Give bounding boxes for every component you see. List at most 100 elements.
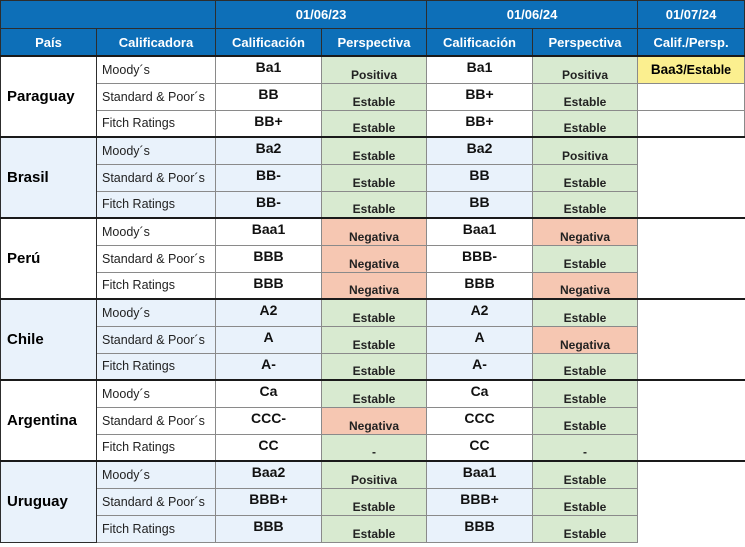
column-header-rating-2023: Calificación <box>215 28 322 57</box>
rating-2024: BB <box>426 163 534 192</box>
table-row: Fitch Ratings BB- Estable BB Estable <box>1 190 745 219</box>
rating-2023: BBB+ <box>215 487 322 516</box>
ratings-body: Paraguay Moody´s Ba1 Positiva Ba1 Positiva Baa… <box>0 55 745 543</box>
column-header-current: Calif./Persp. <box>637 28 745 57</box>
column-header-rating-2024: Calificación <box>426 28 534 57</box>
header-blank <box>0 0 216 29</box>
outlook-2023: Negativa <box>320 217 428 246</box>
table-row: Argentina Moody´s Ca Estable Ca Estable <box>0 379 745 462</box>
rating-2024: Ba2 <box>426 136 534 165</box>
outlook-2023: Estable <box>320 514 428 543</box>
blank-cell <box>637 434 745 461</box>
outlook-2023: Negativa <box>320 406 428 435</box>
agency-name: Standard & Poor´s <box>96 82 216 111</box>
date-header-3: 01/07/24 <box>637 0 745 29</box>
outlook-2024: Estable <box>532 244 639 273</box>
table-row: Chile Moody´s A2 Estable A2 Estable <box>0 298 745 381</box>
outlook-2023: Negativa <box>320 271 428 300</box>
rating-2023: CC <box>215 433 322 462</box>
outlook-2024: Estable <box>532 514 639 543</box>
outlook-2024: Negativa <box>532 325 639 354</box>
rating-2024: BB <box>426 190 534 219</box>
agency-name: Fitch Ratings <box>96 352 216 381</box>
outlook-2023: Estable <box>320 163 428 192</box>
table-row: Standard & Poor´s BBB Negativa BBB- Estable <box>1 244 745 273</box>
outlook-2024: Negativa <box>532 271 639 300</box>
outlook-2023: Negativa <box>320 244 428 273</box>
country-name: Brasil <box>0 136 97 219</box>
rating-2024: BB+ <box>426 109 534 138</box>
agency-name: Standard & Poor´s <box>96 325 216 354</box>
outlook-2023: Estable <box>320 298 428 327</box>
outlook-2024: Estable <box>532 163 639 192</box>
rating-2023: Ca <box>215 379 322 408</box>
rating-2023: Ba1 <box>215 55 322 84</box>
outlook-2023: Estable <box>320 379 428 408</box>
outlook-2023: - <box>320 433 428 462</box>
table-row: Standard & Poor´s A Estable A Negativa <box>1 325 745 354</box>
agency-name: Fitch Ratings <box>96 190 216 219</box>
rating-2024: CCC <box>426 406 534 435</box>
rating-2024: Baa1 <box>426 217 534 246</box>
rating-2024: BB+ <box>426 82 534 111</box>
outlook-2024: Positiva <box>532 55 639 84</box>
agency-name: Moody´s <box>96 217 216 246</box>
agency-name: Standard & Poor´s <box>96 406 216 435</box>
blank-cell <box>637 272 745 299</box>
column-header-agency: Calificadora <box>96 28 216 57</box>
rating-2024: BBB <box>426 514 534 543</box>
blank-cell <box>637 191 745 218</box>
blank-cell <box>637 326 745 353</box>
rating-2024: BBB+ <box>426 487 534 516</box>
rating-2023: BB- <box>215 190 322 219</box>
outlook-2024: Negativa <box>532 217 639 246</box>
outlook-2024: Estable <box>532 109 639 138</box>
outlook-2023: Estable <box>320 109 428 138</box>
country-name: Perú <box>0 217 97 300</box>
table-row: Standard & Poor´s BB Estable BB+ Estable <box>1 82 745 111</box>
outlook-2023: Positiva <box>320 55 428 84</box>
rating-2023: BBB <box>215 271 322 300</box>
outlook-2023: Estable <box>320 190 428 219</box>
date-header-1: 01/06/23 <box>214 0 428 29</box>
outlook-2024: - <box>532 433 639 462</box>
blank-cell <box>637 217 745 245</box>
agency-name: Fitch Ratings <box>96 433 216 462</box>
column-header-country: País <box>0 28 97 57</box>
outlook-2023: Estable <box>320 487 428 516</box>
rating-2023: BBB <box>215 244 322 273</box>
current-rating: Baa3 <box>650 62 684 78</box>
outlook-2023: Estable <box>320 325 428 354</box>
rating-2023: Baa1 <box>215 217 322 246</box>
outlook-2024: Estable <box>532 82 639 111</box>
table-row: Fitch Ratings BB+ Estable BB+ Estable <box>1 109 745 138</box>
agency-name: Moody´s <box>96 379 216 408</box>
rating-2023: BB <box>215 82 322 111</box>
agency-name: Fitch Ratings <box>96 109 216 138</box>
date-header-2: 01/06/24 <box>426 0 639 29</box>
outlook-2024: Estable <box>532 406 639 435</box>
agency-name: Moody´s <box>96 136 216 165</box>
table-row: Perú Moody´s Baa1 Negativa Baa1 Negativa <box>0 217 745 300</box>
blank-cell <box>637 136 745 164</box>
country-name: Uruguay <box>0 460 97 543</box>
rating-2024: CC <box>426 433 534 462</box>
table-row: Fitch Ratings BBB Estable BBB Estable <box>1 514 745 543</box>
outlook-2024: Estable <box>532 298 639 327</box>
table-row: Standard & Poor´s CCC- Negativa CCC Estable <box>1 406 745 435</box>
country-name: Chile <box>0 298 97 381</box>
rating-2024: Ba1 <box>426 55 534 84</box>
table-row: Standard & Poor´s BBB+ Estable BBB+ Estable <box>1 487 745 516</box>
rating-2024: A <box>426 325 534 354</box>
outlook-2024: Estable <box>532 379 639 408</box>
outlook-2024: Positiva <box>532 136 639 165</box>
blank-cell <box>637 164 745 191</box>
outlook-2024: Estable <box>532 352 639 381</box>
rating-2023: BB- <box>215 163 322 192</box>
agency-name: Standard & Poor´s <box>96 487 216 516</box>
blank-cell <box>637 298 745 326</box>
rating-2023: Ba2 <box>215 136 322 165</box>
outlook-2023: Estable <box>320 82 428 111</box>
rating-2023: A- <box>215 352 322 381</box>
agency-name: Fitch Ratings <box>96 271 216 300</box>
